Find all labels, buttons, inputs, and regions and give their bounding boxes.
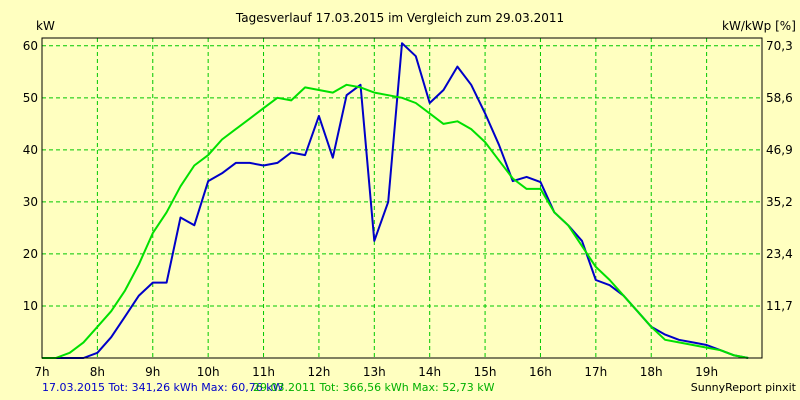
- x-tick-label: 19h: [695, 365, 718, 379]
- legend-entry-2015: 17.03.2015 Tot: 341,26 kWh Max: 60,76 kW: [42, 381, 284, 394]
- y-tick-label-right: 11,7: [766, 299, 793, 313]
- x-tick-label: 16h: [529, 365, 552, 379]
- x-tick-label: 10h: [197, 365, 220, 379]
- y-tick-label-left: 40: [23, 143, 38, 157]
- x-tick-label: 14h: [418, 365, 441, 379]
- left-axis-unit: kW: [36, 19, 55, 33]
- y-tick-label-right: 70,3: [766, 39, 793, 53]
- y-tick-label-left: 30: [23, 195, 38, 209]
- series-layer: [42, 42, 749, 359]
- x-tick-label: 15h: [474, 365, 497, 379]
- plot-frame: [41, 37, 763, 359]
- series-line-2011: [42, 83, 749, 359]
- x-tick-label: 17h: [584, 365, 607, 379]
- y-tick-label-left: 20: [23, 247, 38, 261]
- x-tick-label: 8h: [90, 365, 105, 379]
- legend-entry-2011: 29.03.2011 Tot: 366,56 kWh Max: 52,73 kW: [253, 381, 495, 394]
- y-tick-label-left: 10: [23, 299, 38, 313]
- right-axis-unit: kW/kWp [%]: [722, 19, 796, 33]
- x-tick-label: 13h: [363, 365, 386, 379]
- credit-text: SunnyReport pinxit: [691, 381, 797, 394]
- y-tick-label-left: 60: [23, 39, 38, 53]
- x-tick-label: 7h: [34, 365, 49, 379]
- gridlines: [42, 38, 762, 358]
- y-tick-label-right: 23,4: [766, 247, 793, 261]
- x-tick-label: 11h: [252, 365, 275, 379]
- y-tick-label-right: 58,6: [766, 91, 793, 105]
- y-tick-label-left: 50: [23, 91, 38, 105]
- series-line-2015: [42, 42, 749, 359]
- x-tick-label: 18h: [640, 365, 663, 379]
- chart-title: Tagesverlauf 17.03.2015 im Vergleich zum…: [235, 11, 564, 25]
- x-tick-label: 12h: [307, 365, 330, 379]
- x-tick-label: 9h: [145, 365, 160, 379]
- y-tick-label-right: 35,2: [766, 195, 793, 209]
- tick-labels: 7h 8h 9h 10h 11h 12h 13h 14h 15h 16h 17h 18h 19h 10 11…: [23, 39, 793, 379]
- y-tick-label-right: 46,9: [766, 143, 793, 157]
